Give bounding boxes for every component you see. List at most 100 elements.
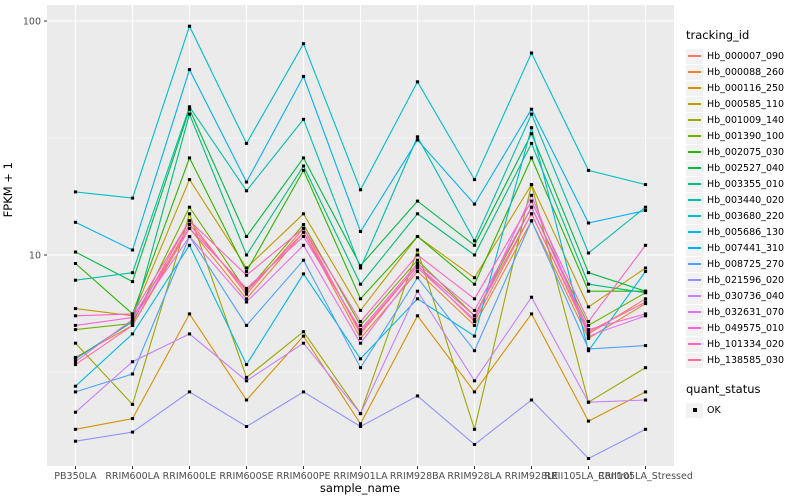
- data-point: [415, 289, 420, 293]
- data-point: [586, 323, 591, 327]
- legend-key-swatch: [686, 352, 703, 368]
- data-point: [187, 178, 192, 182]
- data-point: [358, 336, 363, 340]
- data-point: [529, 295, 534, 299]
- data-point: [415, 248, 420, 252]
- data-point: [415, 297, 420, 301]
- tracking-id-legend-items: Hb_000007_090 Hb_000088_260 Hb_000116_250 H…: [686, 48, 798, 368]
- data-point: [529, 199, 534, 203]
- data-point: [301, 117, 306, 121]
- legend-item-label: Hb_001390_100: [707, 130, 785, 142]
- data-point: [472, 253, 477, 257]
- legend-item-label: Hb_002527_040: [707, 162, 785, 174]
- data-point: [187, 212, 192, 216]
- data-point: [415, 314, 420, 318]
- data-point: [187, 235, 192, 238]
- legend-key-swatch: [686, 160, 703, 176]
- data-point: [358, 308, 363, 312]
- data-point: [244, 363, 249, 367]
- data-point: [187, 223, 192, 226]
- data-point: [586, 289, 591, 293]
- data-point: [643, 270, 648, 273]
- data-point: [586, 330, 591, 334]
- data-point: [643, 243, 648, 247]
- legend-item-Hb_000088_260: Hb_000088_260: [686, 64, 798, 80]
- data-point: [529, 183, 534, 187]
- data-point: [130, 196, 135, 200]
- legend-key-swatch: [686, 240, 703, 256]
- data-point: [187, 219, 192, 223]
- data-point: [301, 164, 306, 168]
- data-point: [187, 332, 192, 336]
- quant-status-legend-items: OK: [686, 402, 798, 418]
- data-point: [73, 190, 78, 194]
- data-point: [415, 276, 420, 280]
- data-point: [187, 107, 192, 111]
- legend-panel: tracking_id Hb_000007_090 Hb_000088_260 Hb…: [686, 28, 798, 418]
- data-point: [187, 112, 192, 116]
- data-point: [244, 266, 249, 270]
- legend-key-line: [688, 343, 701, 345]
- data-point: [187, 105, 192, 109]
- legend-item-Hb_138585_030: Hb_138585_030: [686, 352, 798, 368]
- legend-key-swatch: [686, 192, 703, 208]
- data-point: [358, 323, 363, 327]
- data-point: [358, 320, 363, 323]
- data-point: [529, 398, 534, 402]
- data-point: [472, 427, 477, 431]
- data-point: [130, 312, 135, 316]
- legend-item-label: Hb_138585_030: [707, 354, 785, 366]
- data-point: [244, 235, 249, 238]
- x-tick-label: RRII105LA_Control: [544, 471, 632, 482]
- legend-item-label: OK: [707, 404, 721, 416]
- data-point: [415, 80, 420, 84]
- data-point: [73, 262, 78, 265]
- data-point: [643, 183, 648, 187]
- legend-key-line: [688, 71, 701, 73]
- data-point: [643, 209, 648, 212]
- data-point: [130, 323, 135, 327]
- data-point: [415, 235, 420, 238]
- data-point: [244, 375, 249, 379]
- y-axis-title: FPKM + 1: [1, 162, 15, 218]
- data-point: [73, 410, 78, 414]
- data-point: [358, 332, 363, 336]
- legend-key-swatch: [686, 48, 703, 64]
- data-point: [643, 266, 648, 270]
- legend-title-tracking-id: tracking_id: [686, 28, 750, 42]
- data-point: [73, 307, 78, 311]
- data-point: [529, 312, 534, 316]
- data-point: [472, 349, 477, 353]
- data-point: [472, 334, 477, 338]
- data-point: [244, 141, 249, 145]
- data-point: [586, 328, 591, 332]
- data-point: [130, 372, 135, 376]
- legend-item-label: Hb_003355_010: [707, 178, 785, 190]
- data-point: [187, 312, 192, 316]
- data-point: [586, 457, 591, 460]
- data-point: [73, 314, 78, 318]
- data-point: [472, 314, 477, 318]
- data-point: [187, 24, 192, 28]
- data-point: [643, 291, 648, 295]
- data-point: [244, 189, 249, 193]
- legend-key-line: [688, 183, 701, 185]
- data-point: [73, 363, 78, 367]
- legend-item-Hb_003680_220: Hb_003680_220: [686, 208, 798, 224]
- x-tick-label: RRIM600PE: [276, 471, 330, 482]
- data-point: [586, 349, 591, 353]
- data-point: [73, 328, 78, 332]
- data-point: [244, 286, 249, 290]
- legend-item-Hb_030736_040: Hb_030736_040: [686, 288, 798, 304]
- legend-item-label: Hb_021596_020: [707, 274, 785, 286]
- data-point: [187, 205, 192, 209]
- x-axis-title: sample_name: [319, 481, 401, 495]
- data-point: [643, 366, 648, 370]
- legend-item-Hb_000007_090: Hb_000007_090: [686, 48, 798, 64]
- data-point: [586, 282, 591, 286]
- legend-item-Hb_003355_010: Hb_003355_010: [686, 176, 798, 192]
- legend-key-swatch: [686, 256, 703, 272]
- data-point: [358, 266, 363, 270]
- data-point: [415, 264, 420, 268]
- legend-key-swatch: [686, 224, 703, 240]
